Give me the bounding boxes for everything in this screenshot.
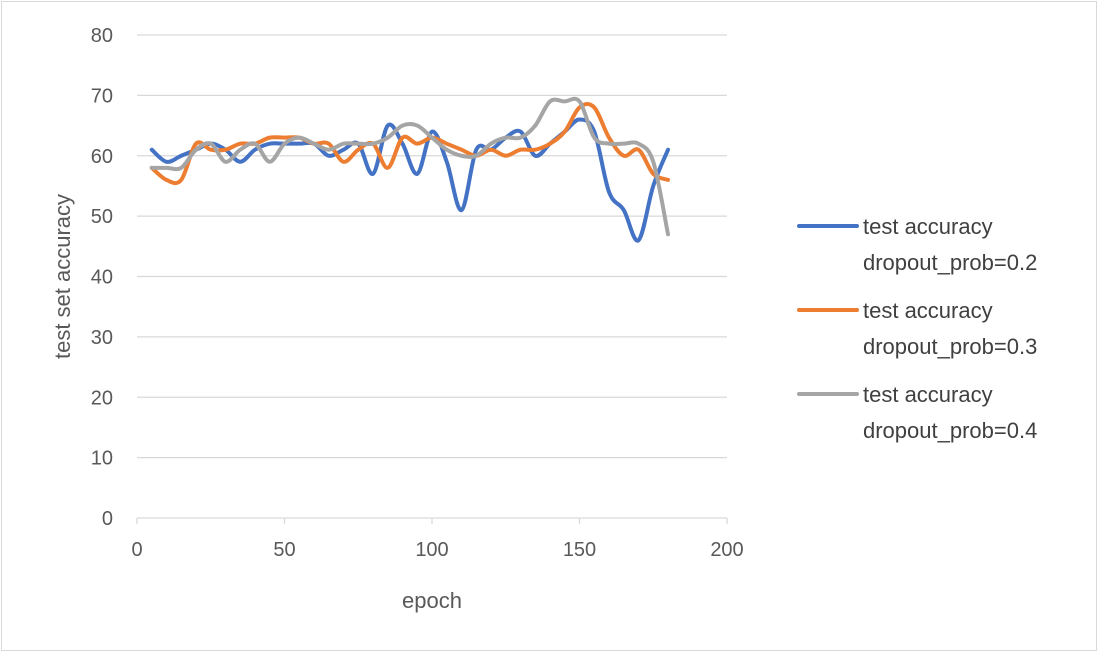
x-tick-label: 200 xyxy=(710,539,743,561)
x-tick-label: 0 xyxy=(131,539,142,561)
y-tick-label: 30 xyxy=(91,327,113,349)
legend-item-3: test accuracy dropout_prob=0.4 xyxy=(797,382,1037,443)
x-tick-label: 100 xyxy=(415,539,448,561)
y-axis-title: test set accuracy xyxy=(50,194,75,359)
legend-label: test accuracy xyxy=(863,298,993,323)
series-lines xyxy=(149,96,670,243)
y-tick-label: 50 xyxy=(91,206,113,228)
gridlines xyxy=(137,34,727,519)
x-tick-label: 150 xyxy=(563,539,596,561)
series-line-3 xyxy=(149,96,670,237)
y-tick-label: 0 xyxy=(102,508,113,530)
y-tick-label: 40 xyxy=(91,267,113,289)
axes: 0 10 20 30 40 50 60 70 80 0 50 100 150 200 xyxy=(91,25,744,561)
y-tick-label: 70 xyxy=(91,85,113,107)
legend-label: test accuracy xyxy=(863,214,993,239)
legend-label: dropout_prob=0.2 xyxy=(863,250,1037,275)
legend-label: dropout_prob=0.4 xyxy=(863,418,1037,443)
series-line-1 xyxy=(149,117,670,243)
legend-label: dropout_prob=0.3 xyxy=(863,334,1037,359)
y-tick-label: 20 xyxy=(91,387,113,409)
y-tick-label: 60 xyxy=(91,146,113,168)
x-tick-label: 50 xyxy=(273,539,295,561)
legend-item-1: test accuracy dropout_prob=0.2 xyxy=(797,214,1037,275)
legend-label: test accuracy xyxy=(863,382,993,407)
y-tick-label: 10 xyxy=(91,448,113,470)
legend-item-2: test accuracy dropout_prob=0.3 xyxy=(797,298,1037,359)
x-axis-title: epoch xyxy=(402,588,462,613)
series-line-2 xyxy=(149,102,670,186)
y-tick-label: 80 xyxy=(91,25,113,47)
